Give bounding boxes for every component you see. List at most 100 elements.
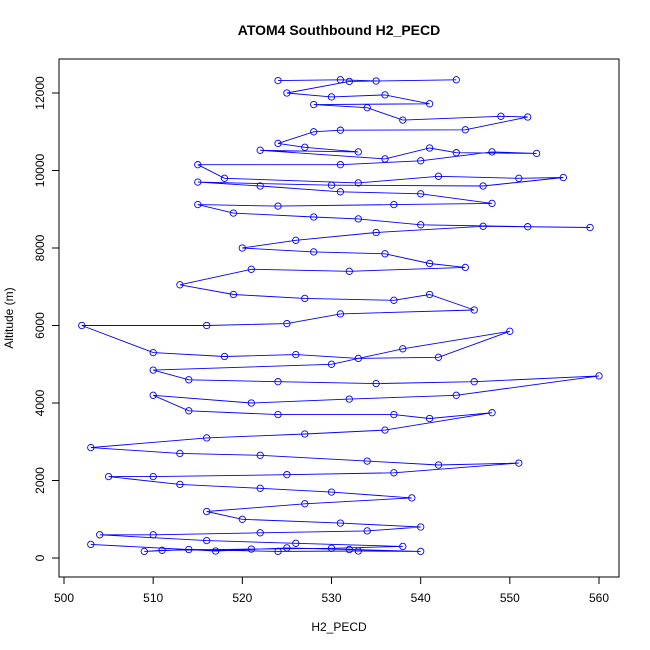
data-point [425,100,434,108]
data-point [283,319,291,328]
data-point [301,294,309,303]
data-point [336,161,345,169]
data-point [283,471,291,479]
data-point [194,161,202,169]
data-point [354,215,362,223]
data-point [354,148,362,156]
data-point [336,188,345,196]
data-point [354,179,362,187]
data-point [327,544,336,552]
data-point [354,547,362,555]
data-point [283,544,291,552]
data-point [586,223,594,232]
x-tick-label: 540 [411,591,431,605]
data-point [479,222,487,230]
data-point [256,451,264,459]
data-point [425,414,434,423]
data-point [372,228,380,237]
y-axis-label: Altitude (m) [2,287,16,348]
data-point [479,182,487,190]
x-tick-label: 510 [143,591,163,605]
data-point [390,410,398,419]
data-point [185,407,193,415]
x-tick-label: 550 [500,591,520,605]
data-point [220,352,229,361]
data-point [104,472,113,481]
data-point [274,547,282,556]
data-point [434,461,443,469]
data-point [211,547,220,555]
data-point [452,76,460,84]
data-point [203,321,211,330]
data-point [425,144,434,152]
data-point [256,529,264,537]
data-point [336,310,345,318]
data-point [247,545,255,553]
data-point [417,547,425,556]
data-point [524,223,532,231]
data-point [96,531,104,539]
data-point [399,542,407,551]
data-point [256,146,264,154]
data-point [363,104,371,112]
data-point [372,77,380,85]
data-point [381,426,389,434]
data-point [595,372,603,380]
x-axis-label: H2_PECD [311,620,367,634]
data-point [310,100,318,109]
y-axis: 0 2000 4000 6000 8000 10000 12000 [33,76,60,561]
data-point [327,488,336,496]
data-point [87,540,95,549]
data-point [452,391,460,399]
data-point [515,459,523,467]
data-point [274,139,282,148]
data-point [470,378,478,386]
x-tick-label: 500 [54,591,74,605]
data-point [310,248,318,256]
y-tick-label: 4000 [33,389,47,416]
y-tick-label: 12000 [33,76,47,110]
data-point [220,174,229,182]
data-point [247,265,255,273]
data-point [417,190,425,198]
data-point [345,77,353,86]
data-point [461,263,469,272]
data-point [301,143,309,151]
data-point [176,449,184,458]
data-point [524,113,532,121]
data-point [158,546,166,554]
y-tick-label: 2000 [33,467,47,494]
data-point [399,116,407,124]
y-tick-label: 0 [33,554,47,561]
data-point [203,434,211,442]
data-point [176,480,184,489]
data-point [336,519,345,527]
data-point [327,181,336,189]
data-point [229,290,238,299]
data-point [78,321,86,330]
data-point [363,457,371,465]
data-point [488,409,496,417]
data-point [185,545,193,554]
data-point [310,128,318,136]
data-point [559,173,567,182]
data-point [87,443,95,452]
data-point [176,281,184,289]
data-point [381,250,389,258]
data-point [425,259,434,268]
data-point [497,112,505,120]
data-point [425,290,434,299]
data-point [149,472,157,481]
x-tick-label: 530 [321,591,341,605]
data-point [229,209,238,217]
data-point [274,76,282,85]
data-point [452,149,460,157]
data-point [149,366,157,374]
data-point [247,399,255,407]
data-point [515,174,523,182]
x-tick-label: 520 [232,591,252,605]
series-layer [78,76,603,556]
data-point [434,172,443,180]
